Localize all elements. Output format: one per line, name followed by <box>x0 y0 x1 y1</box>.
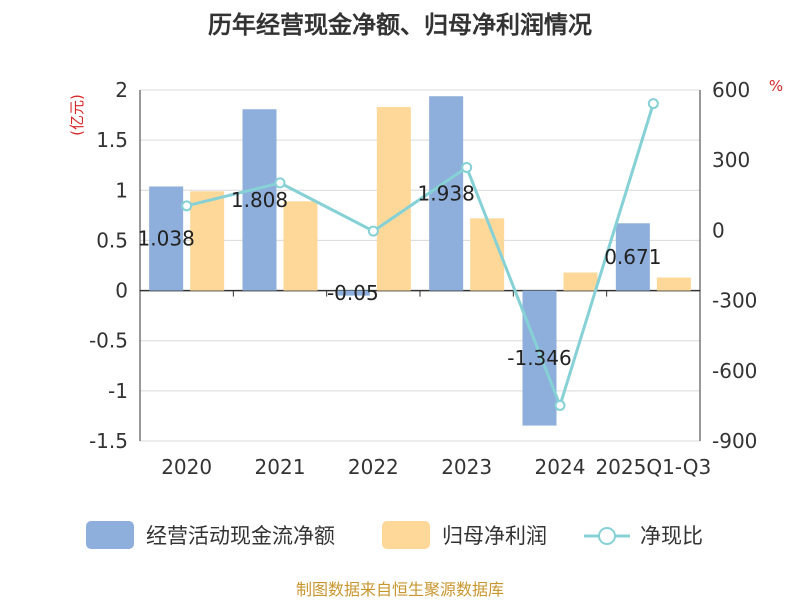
category-label: 2025Q1-Q3 <box>595 455 711 479</box>
profit-bar <box>470 218 505 291</box>
left-tick-label: -0.5 <box>89 329 128 353</box>
chart-title: 历年经营现金净额、归母净利润情况 <box>208 11 592 39</box>
legend-label-profit: 归母净利润 <box>442 524 547 548</box>
cashflow-bar <box>429 96 464 291</box>
left-tick-label: 1 <box>115 178 128 202</box>
cashflow-bar <box>242 109 277 291</box>
category-label: 2021 <box>255 455 306 479</box>
legend-marker-ratio <box>598 527 616 545</box>
cashflow-data-label: 1.808 <box>231 188 288 212</box>
profit-bar <box>656 277 691 291</box>
right-tick-label: 600 <box>712 78 750 102</box>
cashflow-data-label: 0.671 <box>604 245 661 269</box>
category-label: 2023 <box>441 455 492 479</box>
right-tick-label: -600 <box>712 359 757 383</box>
cashflow-bar <box>335 290 370 296</box>
left-tick-label: 0.5 <box>96 228 128 252</box>
left-tick-label: -1 <box>108 379 128 403</box>
legend-swatch-cashflow <box>86 521 134 549</box>
right-axis-unit: % <box>769 77 783 95</box>
ratio-point <box>461 161 473 173</box>
category-label: 2022 <box>348 455 399 479</box>
left-axis-unit: (亿元) <box>68 94 86 136</box>
right-tick-label: 0 <box>712 218 725 242</box>
cashflow-data-label: -1.346 <box>507 346 571 370</box>
ratio-polyline <box>186 103 655 410</box>
ratio-point <box>274 177 286 189</box>
source-note: 制图数据来自恒生聚源数据库 <box>296 580 504 599</box>
right-tick-label: -300 <box>712 289 757 313</box>
cashflow-data-label: 1.938 <box>418 181 475 205</box>
profit-bar <box>190 191 225 291</box>
ratio-point <box>367 225 379 237</box>
cashflow-data-label: -0.05 <box>327 281 379 305</box>
right-tick-label: -900 <box>712 429 757 453</box>
cashflow-bar <box>149 186 184 291</box>
profit-bar <box>376 107 411 291</box>
legend-label-ratio: 净现比 <box>640 524 703 548</box>
cashflow-bar <box>522 290 557 426</box>
category-label: 2020 <box>161 455 212 479</box>
cashflow-bar <box>615 223 650 291</box>
profit-bar <box>563 272 598 291</box>
ratio-point <box>181 200 193 212</box>
right-tick-label: 300 <box>712 148 750 172</box>
ratio-point <box>554 399 566 411</box>
legend-swatch-profit <box>382 521 430 549</box>
left-tick-label: 1.5 <box>96 128 128 152</box>
category-label: 2024 <box>535 455 586 479</box>
ratio-point <box>647 98 659 110</box>
cashflow-data-label: 1.038 <box>138 227 195 251</box>
bars <box>149 96 691 426</box>
ratio-line <box>181 98 659 411</box>
axes: 21.510.50-0.5-1-1.56003000-300-600-90020… <box>89 78 757 479</box>
left-tick-label: 0 <box>115 279 128 303</box>
profit-bar <box>283 201 318 291</box>
legend-label-cashflow: 经营活动现金流净额 <box>146 524 335 548</box>
data-labels: 1.038 1.808 -0.05 1.938 -1.346 0.671 <box>138 181 662 370</box>
legend: 经营活动现金流净额 归母净利润 净现比 <box>86 521 703 549</box>
left-tick-label: 2 <box>115 78 128 102</box>
left-tick-label: -1.5 <box>89 429 128 453</box>
